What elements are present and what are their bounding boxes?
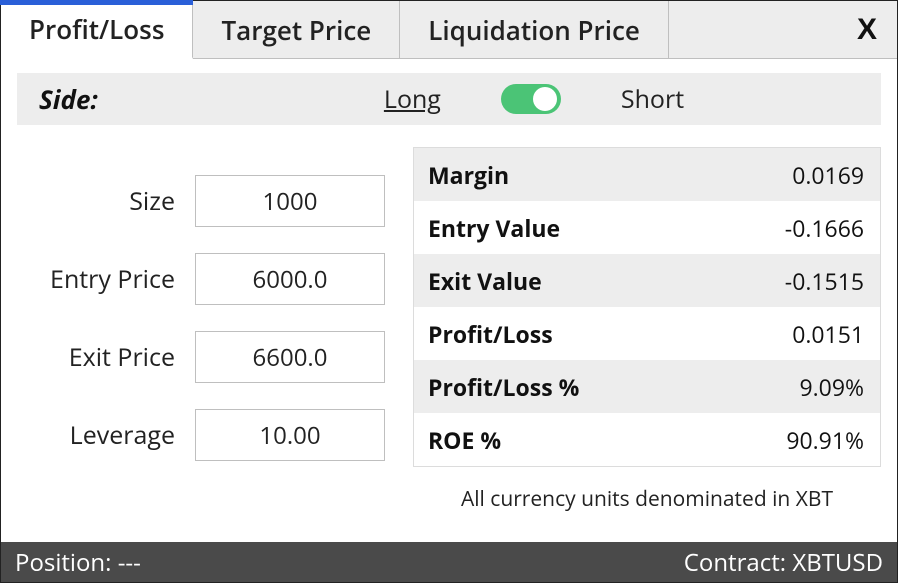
close-icon: X [857,13,877,47]
result-key: Exit Value [428,265,785,297]
main-area: Size 1000 Entry Price 6000.0 Exit Price … [17,147,881,522]
result-row-profit-loss: Profit/Loss 0.0151 [414,307,880,360]
input-row-entry-price: Entry Price 6000.0 [25,253,397,305]
side-toggle[interactable] [501,84,561,114]
tab-profit-loss[interactable]: Profit/Loss [1,1,193,59]
tab-label: Target Price [221,12,371,48]
result-value: -0.1666 [785,212,864,244]
result-value: 0.0169 [792,159,864,191]
entry-price-input[interactable]: 6000.0 [195,253,385,305]
result-key: Margin [428,159,792,191]
input-value: 10.00 [259,419,320,452]
status-position-value: --- [118,546,141,579]
result-key: Entry Value [428,212,785,244]
input-row-exit-price: Exit Price 6600.0 [25,331,397,383]
tab-label: Profit/Loss [29,11,164,47]
input-value: 1000 [263,185,318,218]
status-bar: Position: --- Contract: XBTUSD [1,542,897,582]
result-value: 90.91% [786,424,864,456]
input-row-size: Size 1000 [25,175,397,227]
side-short[interactable]: Short [621,82,684,116]
result-row-entry-value: Entry Value -0.1666 [414,201,880,254]
result-row-profit-loss-pct: Profit/Loss % 9.09% [414,360,880,413]
results-note: All currency units denominated in XBT [413,485,881,513]
results-column: Margin 0.0169 Entry Value -0.1666 Exit V… [413,147,881,522]
input-label: Leverage [25,418,175,452]
result-value: 0.0151 [792,318,864,350]
status-position: Position: --- [15,546,141,579]
side-options: Long Short [209,82,859,116]
exit-price-input[interactable]: 6600.0 [195,331,385,383]
input-label: Size [25,184,175,218]
side-label: Side: [39,81,209,117]
result-key: Profit/Loss % [428,371,799,403]
result-row-exit-value: Exit Value -0.1515 [414,254,880,307]
input-label: Exit Price [25,340,175,374]
calculator-panel: Profit/Loss Target Price Liquidation Pri… [0,0,898,583]
result-key: ROE % [428,424,786,456]
content-area: Side: Long Short Size 1000 En [1,59,897,542]
input-value: 6000.0 [253,263,328,296]
result-value: 9.09% [799,371,864,403]
input-row-leverage: Leverage 10.00 [25,409,397,461]
inputs-column: Size 1000 Entry Price 6000.0 Exit Price … [17,147,397,522]
size-input[interactable]: 1000 [195,175,385,227]
tab-liquidation-price[interactable]: Liquidation Price [400,1,669,58]
status-position-label: Position: [15,546,111,579]
close-button[interactable]: X [837,1,897,58]
tabs-bar: Profit/Loss Target Price Liquidation Pri… [1,1,897,59]
side-long[interactable]: Long [384,82,441,116]
results-table: Margin 0.0169 Entry Value -0.1666 Exit V… [413,147,881,467]
status-contract-label: Contract: [684,546,786,579]
status-contract-value: XBTUSD [792,546,883,579]
result-row-margin: Margin 0.0169 [414,148,880,201]
side-selector: Side: Long Short [17,73,881,125]
tab-target-price[interactable]: Target Price [193,1,400,58]
tabs-filler [669,1,837,58]
toggle-knob [533,87,557,111]
result-key: Profit/Loss [428,318,792,350]
leverage-input[interactable]: 10.00 [195,409,385,461]
result-row-roe-pct: ROE % 90.91% [414,413,880,466]
input-label: Entry Price [25,262,175,296]
status-contract: Contract: XBTUSD [684,546,883,579]
result-value: -0.1515 [785,265,864,297]
input-value: 6600.0 [253,341,328,374]
tab-label: Liquidation Price [428,12,640,48]
